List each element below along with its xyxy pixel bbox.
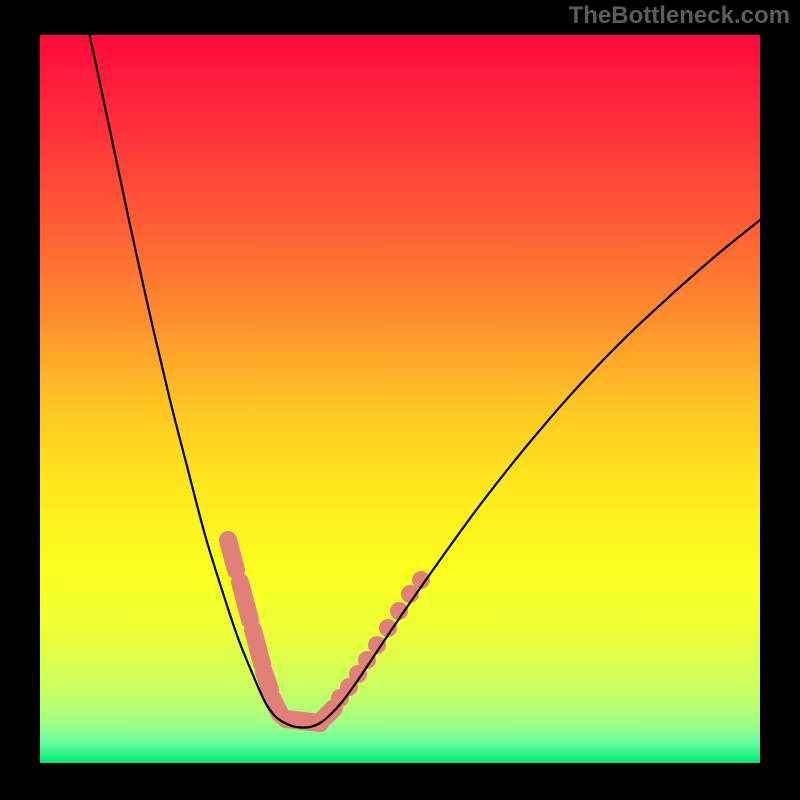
marker-capsule [272, 698, 280, 714]
watermark-text: TheBottleneck.com [569, 2, 790, 30]
chart-stage: TheBottleneck.com [0, 0, 800, 800]
marker-dot [221, 539, 239, 557]
gradient-background [40, 35, 760, 763]
marker-capsule [286, 719, 320, 723]
curve-layer [40, 35, 760, 763]
plot-area [40, 35, 760, 763]
marker-capsule [240, 582, 250, 620]
marker-capsule [253, 630, 262, 664]
marker-capsule [264, 672, 270, 690]
